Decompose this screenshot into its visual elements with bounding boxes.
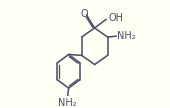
Text: O: O [81,9,89,19]
Text: NH₂: NH₂ [117,31,136,41]
Text: OH: OH [109,14,124,24]
Text: NH₂: NH₂ [58,98,77,108]
